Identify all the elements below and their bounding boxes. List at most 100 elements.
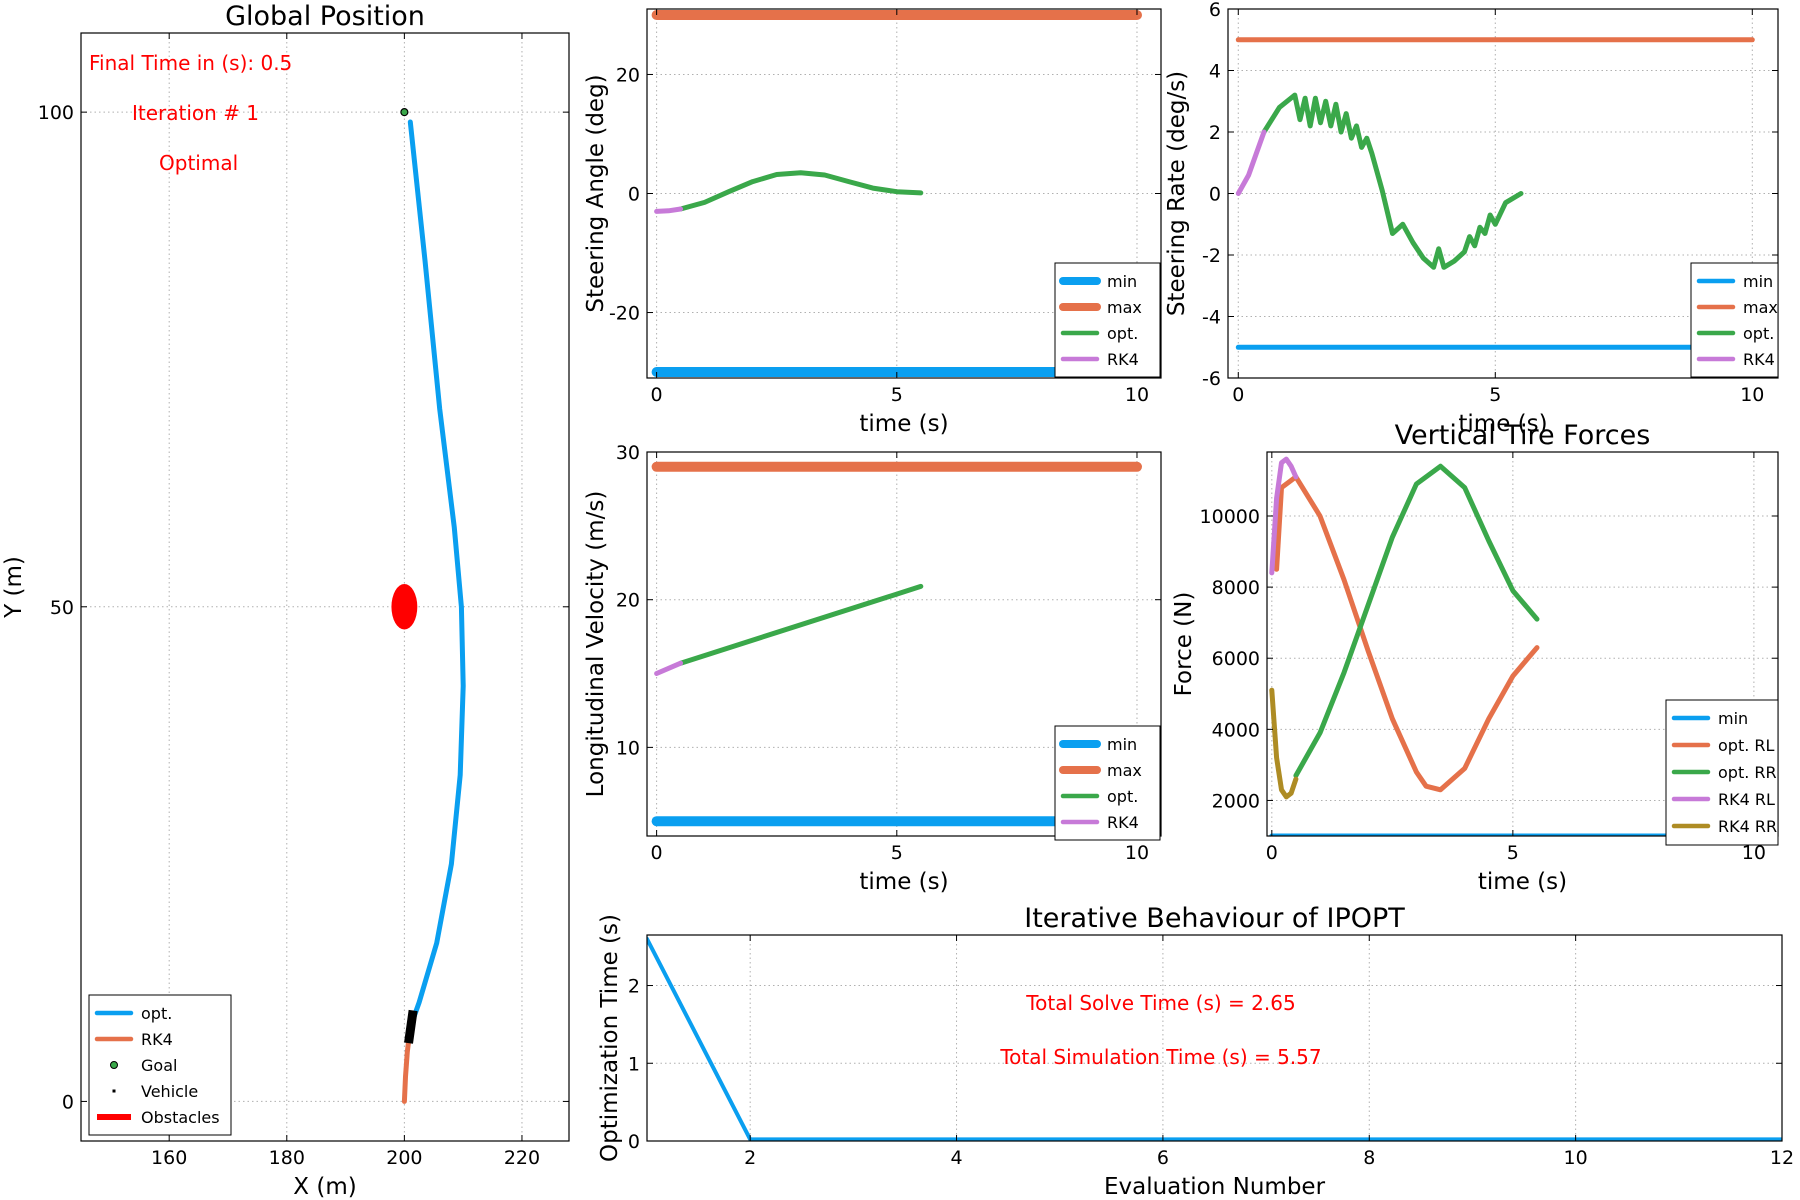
- y-tick-label: -20: [609, 303, 640, 325]
- series-line-opt-: [678, 170, 924, 212]
- x-tick-label: 5: [1489, 384, 1501, 406]
- x-tick-label: 5: [891, 842, 903, 864]
- axes-frame: [1266, 451, 1779, 837]
- legend-entry-label: RK4: [1743, 350, 1775, 369]
- x-tick-label: 10: [1125, 842, 1149, 864]
- annotation-text: Total Solve Time (s) = 2.65: [1025, 991, 1295, 1015]
- x-tick-label: 0: [1266, 842, 1278, 864]
- axes-frame: [646, 934, 1783, 1142]
- y-tick-label: 2000: [1212, 790, 1260, 812]
- y-tick-label: 1: [628, 1053, 640, 1075]
- x-axis-label: time (s): [859, 869, 948, 895]
- series-line-opt-rr: [1293, 463, 1540, 779]
- y-tick-label: 100: [38, 102, 74, 124]
- y-tick-label: 0: [62, 1091, 74, 1113]
- legend-entry-label: RK4: [1107, 350, 1139, 369]
- x-tick-label: 12: [1770, 1147, 1794, 1169]
- chart-vel: 0 5 10 10 20 30 time (s) Longitudinal Velocity …: [583, 442, 1162, 895]
- y-tick-label: -2: [1202, 245, 1221, 267]
- series-line-rk4-rr: [1269, 687, 1299, 800]
- series-line-rk4-rl: [1269, 456, 1299, 576]
- y-tick-label: 2: [1209, 122, 1221, 144]
- legend-entry-label: RK4 RL: [1718, 790, 1775, 809]
- x-tick-label: 200: [386, 1147, 422, 1169]
- y-tick-label: 30: [616, 442, 640, 464]
- legend: min max opt. RK4: [1690, 262, 1779, 378]
- y-tick-label: 6: [1209, 0, 1221, 21]
- chart-rate: 0 5 10 -6 -4 -2 0 2 4 6 time (s) Steering Rate (deg…: [1164, 0, 1779, 437]
- series-line-optimization-time: [647, 936, 1782, 1141]
- series-line-opt-: [678, 583, 924, 666]
- legend-entry-label: opt. RR: [1718, 763, 1777, 782]
- obstacle-marker: [391, 584, 418, 630]
- legend-entry-label: min: [1107, 735, 1137, 754]
- legend-swatch-goal: [110, 1061, 118, 1069]
- x-axis-label: X (m): [293, 1174, 356, 1200]
- x-axis-label: time (s): [1458, 411, 1547, 437]
- legend-entry-label: min: [1107, 272, 1137, 291]
- legend-entry-label: min: [1718, 709, 1748, 728]
- y-tick-label: 4: [1209, 61, 1221, 83]
- y-tick-label: 4000: [1212, 719, 1260, 741]
- series-line-rk4: [1235, 129, 1267, 196]
- goal-marker: [400, 108, 409, 117]
- y-tick-label: 6000: [1212, 648, 1260, 670]
- chart-tire: 0 5 10 2000 4000 6000 8000 10000 time (s) Force (…: [1171, 420, 1779, 895]
- series-line-rk4: [654, 660, 684, 676]
- plot-area: [1235, 37, 1755, 350]
- y-tick-label: 50: [50, 597, 74, 619]
- legend-entry-label: max: [1107, 298, 1142, 317]
- axes-frame: [646, 451, 1162, 837]
- x-tick-label: 0: [1232, 384, 1244, 406]
- plot-area: [1269, 456, 1757, 836]
- legend-entry-label: max: [1743, 298, 1778, 317]
- legend-entry-label: Vehicle: [141, 1082, 198, 1101]
- chart-title: Global Position: [225, 1, 425, 32]
- y-axis-label: Longitudinal Velocity (m/s): [583, 491, 609, 798]
- x-axis-label: time (s): [859, 411, 948, 437]
- legend-entry-label: max: [1107, 761, 1142, 780]
- y-tick-label: 20: [616, 64, 640, 86]
- x-tick-label: 5: [1507, 842, 1519, 864]
- y-axis-label: Steering Rate (deg/s): [1164, 71, 1190, 316]
- annotation-text: Final Time in (s): 0.5: [89, 51, 292, 75]
- x-tick-label: 10: [1742, 842, 1766, 864]
- legend: opt. RK4 Goal Vehicle Obstacles: [88, 994, 232, 1136]
- x-tick-label: 180: [269, 1147, 305, 1169]
- chart-title: Vertical Tire Forces: [1395, 420, 1651, 451]
- legend-entry-label: opt.: [1107, 324, 1138, 343]
- x-tick-label: 10: [1740, 384, 1764, 406]
- x-tick-label: 6: [1157, 1147, 1169, 1169]
- x-tick-label: 160: [151, 1147, 187, 1169]
- y-tick-label: 10: [616, 737, 640, 759]
- y-axis-label: Optimization Time (s): [597, 914, 623, 1162]
- y-tick-label: 0: [1209, 184, 1221, 206]
- legend-entry-label: opt.: [141, 1004, 172, 1023]
- x-axis-label: Evaluation Number: [1104, 1174, 1326, 1200]
- x-axis-label: time (s): [1478, 869, 1567, 895]
- plot-area: [647, 936, 1782, 1141]
- legend-entry-label: opt.: [1743, 324, 1774, 343]
- legend-entry-label: opt. RL: [1718, 736, 1775, 755]
- annotation-text: Total Simulation Time (s) = 5.57: [999, 1045, 1321, 1069]
- legend-swatch-vehicle: [112, 1089, 116, 1093]
- annotation-text: Iteration # 1: [132, 101, 259, 125]
- legend-entry-label: RK4: [141, 1030, 173, 1049]
- x-tick-label: 8: [1363, 1147, 1375, 1169]
- chart-title: Iterative Behaviour of IPOPT: [1024, 903, 1405, 934]
- annotation-text: Optimal: [159, 151, 238, 175]
- y-tick-label: 8000: [1212, 577, 1260, 599]
- series-line-opt-: [1261, 92, 1524, 270]
- y-tick-label: 0: [628, 184, 640, 206]
- y-tick-label: 2: [628, 976, 640, 998]
- y-tick-label: 20: [616, 590, 640, 612]
- x-tick-label: 0: [651, 842, 663, 864]
- legend-entry-label: RK4: [1107, 813, 1139, 832]
- y-tick-label: -4: [1202, 307, 1221, 329]
- y-tick-label: -6: [1202, 368, 1221, 390]
- legend: min max opt. RK4: [1054, 725, 1161, 841]
- legend-entry-label: Obstacles: [141, 1108, 220, 1127]
- y-axis-label: Force (N): [1171, 592, 1197, 697]
- x-tick-label: 0: [651, 384, 663, 406]
